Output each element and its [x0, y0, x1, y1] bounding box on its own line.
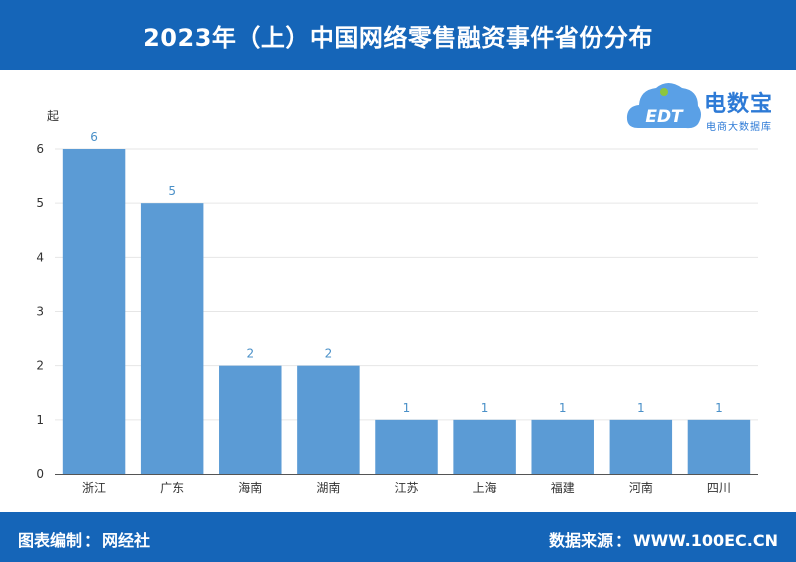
footer-source-value: WWW.100EC.CN: [633, 531, 778, 550]
y-axis-label: 起: [47, 109, 59, 123]
footer-credit-value: 网经社: [102, 531, 151, 550]
cloud-logo-icon: EDT: [626, 83, 701, 129]
footer-credit-sep: ：: [84, 531, 101, 550]
y-tick-label: 2: [36, 359, 44, 373]
footer-credit: 图表编制：网经社: [18, 527, 150, 551]
category-label: 上海: [473, 480, 497, 495]
bar-chart: 起 0 1 2 3 4 5 6 6 5 2 2 1 1 1 1 1 浙江 广东 海南 湖南 江苏 上海 福建 河南 四川: [36, 109, 758, 495]
logo-name: 电数宝: [704, 92, 774, 117]
category-label: 四川: [707, 481, 731, 495]
category-labels: 浙江 广东 海南 湖南 江苏 上海 福建 河南 四川: [82, 480, 731, 495]
bar: [62, 149, 126, 474]
category-label: 海南: [238, 480, 262, 495]
footer-source-label: 数据来源: [548, 531, 613, 550]
category-label: 广东: [160, 481, 184, 495]
y-tick-label: 6: [36, 142, 44, 156]
data-label: 1: [715, 401, 723, 415]
data-label: 5: [168, 184, 176, 198]
footer-source: 数据来源： WWW.100EC.CN: [549, 527, 778, 551]
bar: [453, 419, 516, 474]
data-label: 2: [325, 347, 333, 361]
y-tick-label: 3: [36, 305, 44, 319]
bar: [297, 365, 360, 474]
bar: [140, 203, 204, 474]
y-tick-label: 5: [36, 196, 44, 210]
category-label: 浙江: [82, 481, 106, 495]
footer-credit-label: 图表编制: [18, 531, 83, 550]
dianshubao-logo: EDT 电数宝 电商大数据库: [624, 72, 796, 138]
bar: [531, 419, 594, 474]
data-label: 1: [637, 401, 645, 415]
bars: [62, 149, 751, 474]
data-label: 1: [403, 401, 411, 415]
category-label: 江苏: [394, 481, 418, 495]
bar: [375, 419, 438, 474]
bar: [219, 365, 282, 474]
y-tick-label: 0: [36, 467, 44, 481]
data-label: 2: [246, 347, 254, 361]
y-tick-labels: 0 1 2 3 4 5 6: [36, 142, 44, 481]
data-labels: 6 5 2 2 1 1 1 1 1: [90, 130, 723, 415]
chart-footer: 图表编制：网经社 数据来源： WWW.100EC.CN: [0, 512, 796, 562]
chart-header: 2023年（上）中国网络零售融资事件省份分布: [0, 0, 796, 70]
bar: [609, 419, 673, 474]
category-label: 河南: [629, 480, 653, 495]
footer-source-sep: ：: [614, 531, 631, 550]
category-label: 福建: [551, 480, 575, 495]
y-tick-label: 1: [36, 413, 44, 427]
data-label: 1: [481, 401, 489, 415]
logo-mark-text: EDT: [645, 107, 684, 127]
y-tick-label: 4: [36, 250, 44, 264]
data-label: 1: [559, 401, 567, 415]
data-label: 6: [90, 130, 98, 144]
category-label: 湖南: [316, 480, 340, 495]
logo-tagline: 电商大数据库: [706, 122, 772, 133]
chart-title: 2023年（上）中国网络零售融资事件省份分布: [143, 23, 653, 52]
bar: [687, 419, 751, 474]
